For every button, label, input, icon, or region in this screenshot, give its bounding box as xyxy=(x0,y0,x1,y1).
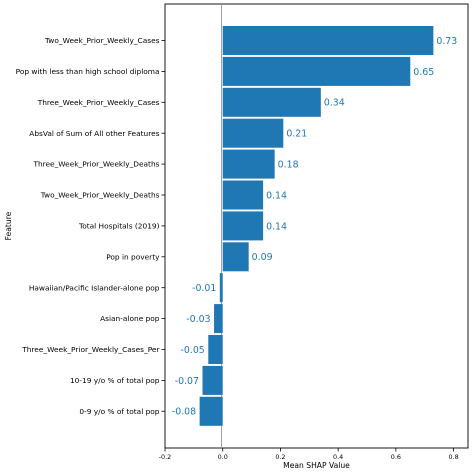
category-label: Two_Week_Prior_Weekly_Deaths xyxy=(40,191,160,200)
value-label: 0.18 xyxy=(278,160,299,171)
x-tick-label: 0.0 xyxy=(218,453,228,461)
category-label: AbsVal of Sum of All other Features xyxy=(29,129,159,138)
category-label: Three_Week_Prior_Weekly_Deaths xyxy=(32,160,159,169)
bar xyxy=(214,304,223,334)
y-axis-title: Feature xyxy=(4,211,13,240)
value-label: -0.07 xyxy=(175,376,199,387)
bar xyxy=(208,335,223,364)
value-label: 0.14 xyxy=(266,221,287,232)
category-label: 10-19 y/o % of total pop xyxy=(70,376,160,385)
value-label: -0.08 xyxy=(172,407,196,418)
category-label: Two_Week_Prior_Weekly_Cases xyxy=(44,36,160,45)
value-label: -0.05 xyxy=(181,345,205,356)
value-label: -0.01 xyxy=(192,283,216,294)
x-tick-label: 0.4 xyxy=(333,453,343,461)
category-label: Pop in poverty xyxy=(106,252,160,261)
value-label: -0.03 xyxy=(186,314,210,325)
bar xyxy=(222,180,264,210)
bar xyxy=(219,273,223,303)
value-label: 0.34 xyxy=(324,98,345,109)
value-label: 0.09 xyxy=(252,252,273,263)
x-tick-label: 0.6 xyxy=(391,453,401,461)
category-label: Total Hospitals (2019) xyxy=(78,222,160,231)
bar xyxy=(199,396,223,426)
x-axis-title: Mean SHAP Value xyxy=(283,461,350,470)
bar xyxy=(222,56,411,86)
bar xyxy=(222,118,284,148)
category-label: Asian-alone pop xyxy=(100,314,160,323)
bar xyxy=(222,149,275,179)
value-label: 0.65 xyxy=(413,67,434,78)
x-tick-label: 0.2 xyxy=(275,453,285,461)
bar xyxy=(222,26,434,55)
bar xyxy=(222,242,249,272)
category-label: Hawaiian/Pacific Islander-alone pop xyxy=(29,283,160,292)
value-label: 0.73 xyxy=(436,36,457,47)
bar xyxy=(222,87,321,117)
x-tick-label: 0.8 xyxy=(448,453,458,461)
bar xyxy=(202,365,223,395)
x-tick-label: -0.2 xyxy=(159,453,171,461)
value-label: 0.14 xyxy=(266,190,287,201)
category-label: 0-9 y/o % of total pop xyxy=(79,407,159,416)
category-label: Three_Week_Prior_Weekly_Cases_Per xyxy=(21,345,160,354)
value-label: 0.21 xyxy=(286,129,307,140)
category-label: Three_Week_Prior_Weekly_Cases xyxy=(37,98,160,107)
bar xyxy=(222,211,264,241)
category-label: Pop with less than high school diploma xyxy=(16,67,160,76)
